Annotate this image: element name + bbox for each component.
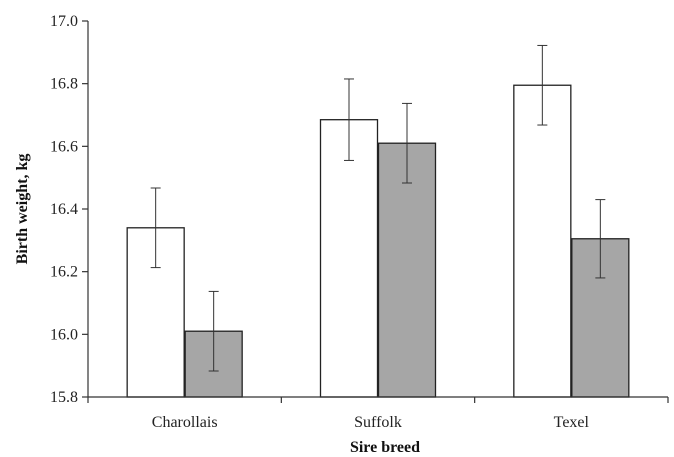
x-tick-label: Charollais [152, 414, 218, 431]
plot-area [126, 44, 630, 398]
x-tick-label: Suffolk [354, 414, 402, 431]
x-tick-label: Texel [554, 414, 590, 431]
y-tick-label: 17.0 [50, 13, 78, 30]
bar [319, 119, 379, 398]
y-axis-title: Birth weight, kg [14, 154, 31, 265]
y-tick-label: 16.6 [50, 138, 78, 155]
y-tick-label: 16.0 [50, 326, 78, 343]
y-axis: 15.8 16.0 16.2 16.4 16.6 16.8 17.0 [50, 13, 89, 406]
y-tick-label: 15.8 [50, 389, 78, 406]
y-tick-label: 16.8 [50, 76, 78, 93]
x-axis: Charollais Suffolk Texel [87, 396, 669, 431]
y-tick-label: 16.2 [50, 264, 78, 281]
y-tick-label: 16.4 [50, 201, 78, 218]
x-axis-title: Sire breed [350, 439, 420, 456]
bar [513, 84, 572, 398]
